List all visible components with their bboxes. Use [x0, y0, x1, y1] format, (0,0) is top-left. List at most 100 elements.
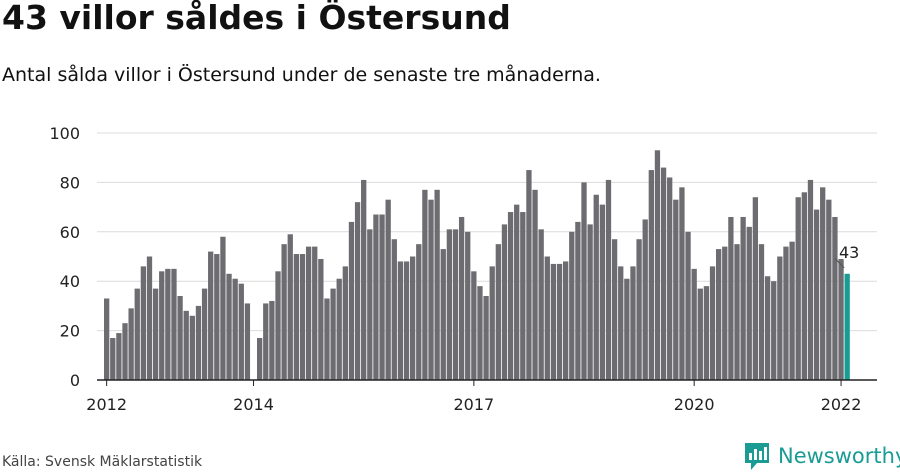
bar — [269, 300, 275, 380]
bar — [385, 199, 391, 380]
bar — [330, 288, 336, 380]
bar — [722, 246, 728, 380]
bar — [507, 212, 514, 380]
chart-bars — [104, 150, 850, 380]
bar — [520, 212, 526, 380]
bar — [789, 241, 795, 380]
bar — [832, 216, 838, 380]
bar — [324, 298, 330, 380]
bar — [654, 150, 661, 380]
bar — [220, 236, 226, 380]
x-tick-label: 2012 — [86, 395, 127, 410]
bar — [746, 226, 752, 380]
bar — [238, 283, 244, 380]
bar — [422, 189, 428, 380]
bar — [501, 224, 508, 380]
bar — [452, 229, 459, 380]
bar — [287, 234, 293, 380]
chart-annotation: 43 — [834, 241, 861, 269]
bar — [128, 308, 134, 380]
bar — [771, 281, 777, 380]
bar — [110, 338, 116, 380]
bar — [244, 303, 251, 380]
bar — [403, 261, 410, 380]
newsworthy-logo-icon — [745, 443, 769, 470]
bar — [630, 266, 636, 380]
bar — [446, 229, 453, 380]
bar — [299, 254, 306, 380]
y-tick-label: 60 — [60, 223, 80, 242]
bar — [348, 221, 355, 380]
bar — [605, 179, 612, 380]
y-tick-label: 80 — [60, 173, 80, 192]
bar — [728, 216, 734, 380]
bar — [189, 315, 195, 380]
bar — [660, 167, 667, 380]
bar — [544, 256, 550, 380]
bar — [171, 268, 177, 380]
bar — [495, 244, 501, 380]
bar — [305, 246, 312, 380]
bar — [636, 239, 642, 380]
bar — [201, 288, 208, 380]
bar — [734, 244, 740, 380]
bar — [556, 263, 563, 380]
bar — [134, 288, 140, 380]
bar — [152, 288, 159, 380]
bar — [263, 303, 269, 380]
bar — [691, 268, 697, 380]
brand-logo[interactable]: Newsworthy — [744, 441, 900, 471]
bar — [514, 204, 520, 380]
y-tick-label: 40 — [60, 272, 80, 291]
bar — [826, 199, 832, 380]
bar — [434, 189, 440, 380]
bar — [257, 338, 263, 380]
brand-name: Newsworthy — [778, 444, 900, 468]
bar — [569, 231, 575, 380]
source-note: Källa: Svensk Mäklarstatistik — [2, 454, 203, 470]
x-tick-label: 2022 — [821, 395, 862, 410]
bar — [122, 323, 128, 380]
bar — [587, 224, 593, 380]
bar — [379, 214, 385, 380]
bar — [538, 229, 544, 380]
bar — [667, 177, 673, 380]
bar — [648, 170, 654, 380]
bar — [428, 199, 434, 380]
bar — [581, 182, 587, 380]
bar — [679, 187, 685, 380]
bar — [593, 194, 599, 380]
bar — [336, 278, 342, 380]
bar — [697, 288, 703, 380]
bar — [275, 271, 281, 380]
bar — [624, 278, 630, 380]
bar-chart: 0 20 40 60 80 100 2012 2014 2017 2020 2022 43 — [49, 124, 877, 410]
bar — [709, 266, 716, 380]
bar — [373, 214, 379, 380]
bar — [758, 244, 765, 380]
bar — [195, 305, 202, 380]
bar — [673, 199, 679, 380]
bar — [752, 197, 759, 380]
bar — [354, 202, 361, 380]
y-tick-label: 0 — [70, 371, 80, 390]
bar — [471, 271, 477, 380]
bar — [397, 261, 404, 380]
bar — [820, 187, 826, 380]
bar — [489, 266, 495, 380]
annotation-label: 43 — [839, 243, 859, 262]
bar — [611, 239, 618, 380]
chart-title: 43 villor såldes i Östersund — [2, 0, 511, 37]
bar — [532, 189, 538, 380]
bar — [391, 239, 397, 380]
bar — [183, 310, 189, 380]
bar — [140, 266, 147, 380]
y-tick-label: 20 — [60, 322, 80, 341]
bar — [104, 298, 110, 380]
bar — [208, 251, 214, 380]
bar — [440, 249, 446, 380]
x-tick-label: 2017 — [453, 395, 494, 410]
bar — [764, 276, 771, 380]
bar — [226, 273, 232, 380]
bar — [458, 216, 465, 380]
